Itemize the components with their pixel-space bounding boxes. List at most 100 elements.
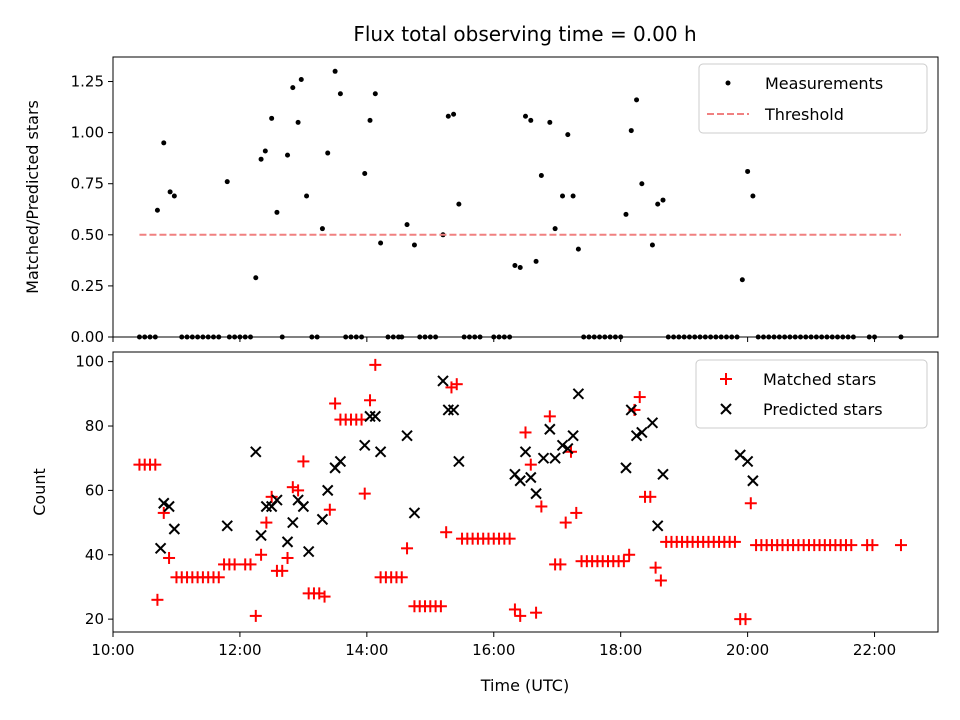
predicted-stars-point-40 — [572, 388, 585, 400]
matched-stars-point-78 — [554, 558, 567, 571]
measurements-point-42 — [628, 128, 634, 134]
x-tick-label-0: 10:00 — [91, 641, 134, 659]
measurements-point-24 — [411, 242, 417, 248]
measurements-point-47 — [660, 197, 666, 203]
measurements-point-31 — [523, 113, 528, 119]
y-tick-label-0: 20 — [85, 610, 104, 628]
matched-stars-point-21 — [249, 609, 262, 622]
predicted-stars-point-35 — [544, 423, 556, 435]
predicted-stars-point-30 — [514, 475, 526, 487]
measurements-point-37 — [560, 193, 566, 199]
predicted-stars-point-4 — [221, 520, 233, 532]
predicted-stars-point-6 — [255, 529, 267, 542]
matched-stars-point-76 — [543, 410, 556, 423]
measurements-point-19 — [362, 170, 368, 176]
measurements-point-5 — [253, 275, 259, 281]
measurements-point-27 — [451, 111, 457, 117]
predicted-stars-point-49 — [741, 455, 754, 468]
predicted-stars-point-47 — [657, 468, 669, 481]
predicted-stars-point-28 — [453, 455, 465, 468]
predicted-stars-point-0 — [154, 542, 167, 555]
measurements-point-18 — [337, 91, 343, 97]
predicted-stars-point-3 — [168, 523, 181, 535]
measurements-legend-label: Measurements — [765, 74, 883, 93]
predicted-stars-point-15 — [316, 513, 329, 526]
matched-stars-point-79 — [559, 516, 572, 529]
matched-stars-point-133 — [845, 539, 858, 552]
matched-stars-point-71 — [514, 609, 527, 622]
predicted-stars-point-33 — [530, 487, 542, 500]
bottom-axes-frame — [112, 351, 939, 633]
predicted-stars-legend-label: Predicted stars — [763, 400, 883, 419]
predicted-stars-point-41 — [620, 462, 632, 474]
measurements-point-30 — [517, 265, 523, 271]
matched-stars-point-91 — [623, 548, 636, 561]
matched-stars-point-135 — [866, 539, 879, 552]
predicted-stars-point-46 — [652, 520, 664, 532]
measurements-point-29 — [512, 262, 518, 268]
matched-stars-point-69 — [503, 532, 516, 545]
matched-stars-point-114 — [744, 497, 757, 510]
y-tick-label-3: 0.75 — [71, 175, 104, 193]
matched-stars-point-36 — [329, 397, 342, 410]
predicted-stars-point-22 — [374, 446, 387, 458]
bottom-legend-box — [695, 359, 928, 429]
y-tick-label-4: 1.00 — [71, 124, 104, 142]
measurements-point-46 — [655, 201, 661, 207]
predicted-stars-point-31 — [519, 446, 532, 458]
matched-stars-legend-marker — [720, 373, 732, 385]
predicted-stars-point-2 — [163, 500, 175, 513]
y-tick-label-0: 0.00 — [71, 328, 104, 346]
matched-stars-point-35 — [323, 503, 336, 516]
measurements-point-22 — [378, 240, 384, 246]
matched-stars-point-27 — [281, 551, 294, 564]
y-tick-label-2: 60 — [85, 481, 104, 499]
measurements-point-9 — [274, 209, 280, 215]
x-tick-label-1: 12:00 — [218, 641, 261, 659]
measurements-point-8 — [269, 115, 275, 121]
measurements-point-11 — [290, 85, 296, 91]
matched-stars-point-3 — [149, 458, 162, 471]
matched-stars-point-90 — [617, 555, 630, 568]
x-tick-label-6: 22:00 — [853, 641, 896, 659]
predicted-stars-point-11 — [287, 516, 299, 529]
top-chart-title: Flux total observing time = 0.00 h — [353, 22, 696, 46]
matched-stars-point-15 — [212, 571, 225, 584]
measurements-point-35 — [547, 119, 553, 125]
predicted-stars-point-14 — [302, 545, 315, 558]
measurements-point-20 — [367, 117, 373, 123]
matched-stars-point-74 — [530, 606, 543, 619]
measurements-point-6 — [258, 156, 264, 162]
top-x-ticks — [112, 337, 876, 342]
measurements-point-36 — [552, 226, 558, 232]
matched-stars-legend-label: Matched stars — [763, 370, 876, 389]
predicted-stars-point-38 — [562, 442, 574, 455]
matched-stars-point-136 — [894, 539, 907, 552]
matched-stars-point-97 — [654, 574, 667, 587]
matched-stars-point-23 — [260, 516, 273, 529]
predicted-stars-point-42 — [625, 404, 637, 416]
measurements-point-23 — [404, 222, 410, 228]
measurements-point-38 — [565, 132, 571, 138]
predicted-stars-point-25 — [437, 375, 449, 387]
measurements-point-16 — [325, 150, 331, 156]
matched-stars-point-59 — [450, 378, 463, 391]
matched-stars-point-26 — [276, 564, 289, 577]
measurements-point-0 — [154, 207, 160, 213]
matched-stars-point-75 — [535, 500, 548, 513]
bottom-x-ticks: 10:00 12:00 14:00 16:00 18:00 20:00 22:00 — [91, 632, 896, 659]
matched-stars-point-18 — [228, 558, 241, 571]
measurements-legend-marker — [725, 80, 731, 86]
x-tick-label-3: 16:00 — [472, 641, 515, 659]
top-legend: Measurements Threshold — [698, 63, 928, 134]
bottom-x-axis-label: Time (UTC) — [480, 676, 569, 695]
matched-stars-point-43 — [364, 394, 377, 407]
matched-stars-point-56 — [434, 600, 447, 613]
predicted-stars-point-27 — [447, 404, 460, 416]
matched-stars-point-6 — [163, 551, 176, 564]
matched-stars-point-4 — [151, 593, 164, 606]
measurements-point-15 — [319, 226, 325, 232]
measurements-point-2 — [167, 189, 173, 195]
predicted-stars-point-44 — [636, 426, 648, 439]
